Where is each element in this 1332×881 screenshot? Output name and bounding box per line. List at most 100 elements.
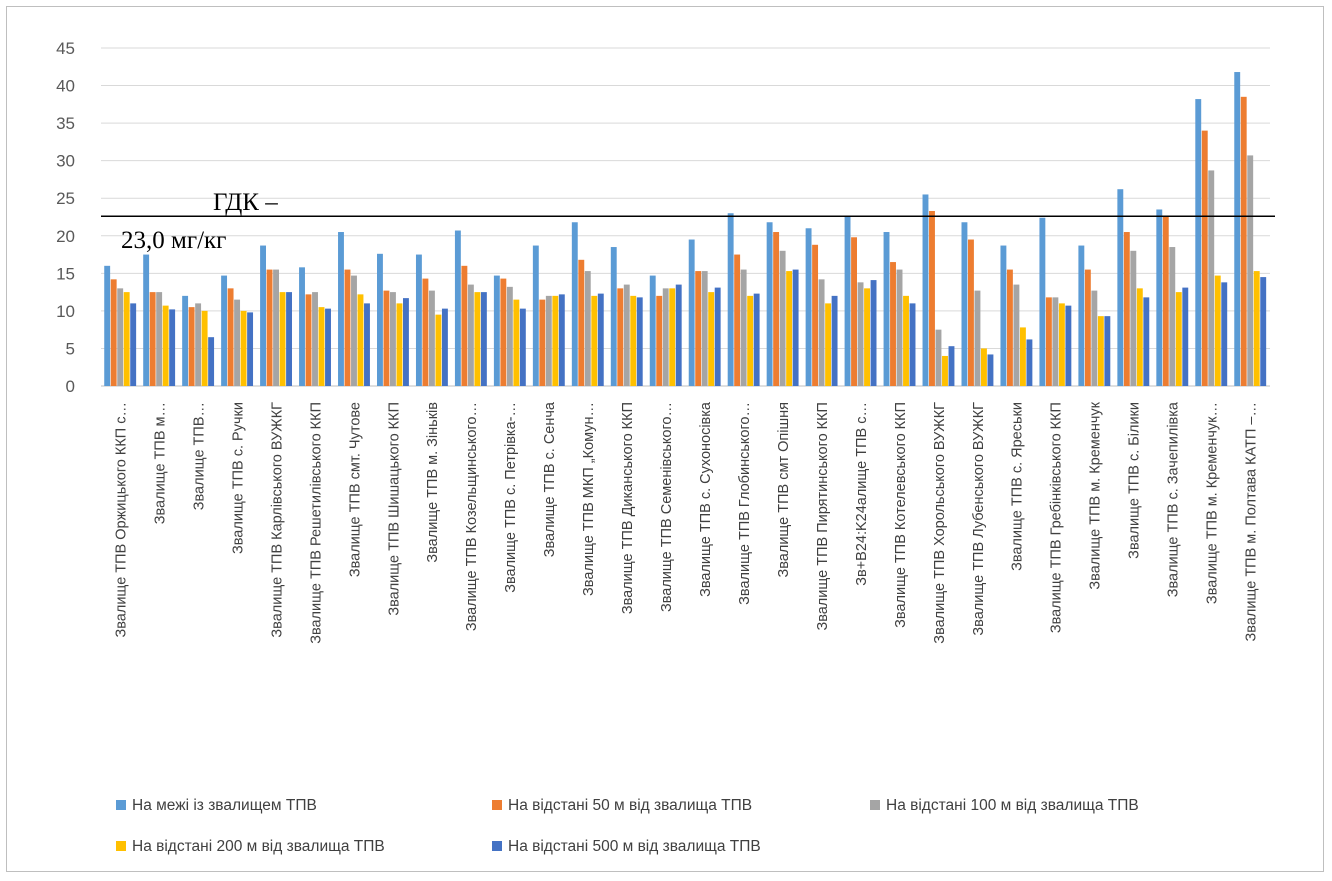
bar <box>519 308 526 386</box>
legend-swatch <box>116 800 126 810</box>
category-label: Звалище ТПВ Козельщинського… <box>464 402 480 631</box>
bar <box>156 292 163 386</box>
bar <box>1169 247 1176 386</box>
threshold-label-line1: ГДК – <box>213 189 278 216</box>
bar <box>383 290 390 386</box>
bar <box>1000 245 1007 386</box>
bar <box>987 354 994 386</box>
bar <box>305 294 312 386</box>
bar <box>1162 217 1169 386</box>
bar <box>208 337 215 386</box>
bar <box>390 292 396 386</box>
bar <box>1097 316 1104 386</box>
category-label: Звалище ТПВ МКП „Комун… <box>581 402 597 596</box>
bar <box>805 228 812 386</box>
bar <box>649 275 656 386</box>
bar <box>695 271 702 386</box>
legend-label: На відстані 50 м від звалища ТПВ <box>508 797 752 814</box>
bar <box>130 303 137 386</box>
bar <box>578 259 585 386</box>
category-label: Звалище ТПВ с. Петрівка-… <box>503 402 519 593</box>
bar <box>870 280 877 386</box>
chart-frame <box>6 6 1324 872</box>
bar <box>480 292 487 386</box>
bar <box>1247 155 1254 386</box>
bar <box>623 284 630 386</box>
bar <box>1013 284 1020 386</box>
bar <box>922 194 929 386</box>
legend-swatch <box>116 841 126 851</box>
bar <box>890 262 896 386</box>
legend-swatch <box>870 800 880 810</box>
bar <box>708 292 715 386</box>
bar <box>942 355 948 386</box>
bar <box>896 269 903 386</box>
bar <box>247 312 254 386</box>
bar <box>1058 303 1065 386</box>
category-label: Звалище ТПВ Решетилівського ККП <box>308 402 324 644</box>
bar <box>883 232 890 386</box>
category-label: Звалище ТПВ Карлівського ВУЖКГ <box>269 402 285 638</box>
bar <box>584 271 591 386</box>
category-label: Звалище ТПВ… <box>191 402 207 510</box>
category-label: Звалище ТПВ Котелевського ККП <box>893 402 909 628</box>
bar <box>961 222 968 386</box>
y-tick-label: 0 <box>66 377 75 396</box>
bar <box>500 278 507 386</box>
y-tick-label: 10 <box>56 302 75 321</box>
bar <box>1221 282 1228 386</box>
bar <box>344 269 351 386</box>
category-label: Звалище ТПВ Пирятинського ККП <box>815 402 831 631</box>
bar <box>286 292 292 386</box>
bar <box>818 279 825 386</box>
category-label: Звалище ТПВ Хорольського ВУЖКГ <box>932 402 948 644</box>
y-tick-label: 30 <box>56 152 75 171</box>
bar <box>844 217 851 386</box>
category-label: Звалище ТПВ Глобинського… <box>737 402 753 605</box>
bar <box>831 295 838 386</box>
bar <box>766 222 773 386</box>
category-label: Звалище ТПВ м. Зіньків <box>425 402 441 563</box>
bar <box>688 239 695 386</box>
bar <box>701 271 708 386</box>
category-label: Звалище ТПВ с. Зачепилівка <box>1166 401 1182 597</box>
bar <box>1091 290 1098 386</box>
bar <box>1214 275 1221 386</box>
bar <box>351 275 357 386</box>
bar <box>1201 130 1208 386</box>
bar <box>273 269 279 386</box>
bar <box>591 295 598 386</box>
bar <box>377 253 383 386</box>
bar <box>513 299 520 386</box>
bar <box>1084 269 1091 386</box>
bar <box>1052 297 1059 386</box>
legend-label: На відстані 100 м від звалища ТПВ <box>886 797 1139 814</box>
bar <box>656 295 663 386</box>
bar <box>1208 170 1215 386</box>
bar <box>123 292 130 386</box>
bar <box>909 303 916 386</box>
bar <box>935 329 942 386</box>
legend-label: На відстані 500 м від звалища ТПВ <box>508 838 761 855</box>
category-label: Звалище ТПВ Гребінківського ККП <box>1049 402 1065 633</box>
bar <box>1130 250 1137 386</box>
bar <box>864 288 870 386</box>
bar <box>1039 217 1046 386</box>
y-tick-label: 25 <box>56 189 75 208</box>
bar <box>110 279 117 386</box>
category-label: Звалище ТПВ Лубенського ВУЖКГ <box>971 402 987 636</box>
bar <box>545 295 552 386</box>
bar <box>669 288 676 386</box>
bar <box>318 307 325 386</box>
bar <box>312 292 318 386</box>
bar <box>610 247 617 386</box>
y-tick-label: 40 <box>56 77 75 96</box>
bar <box>1117 189 1124 386</box>
y-tick-label: 15 <box>56 264 75 283</box>
legend-swatch <box>492 841 502 851</box>
bar <box>753 293 760 386</box>
bar <box>714 287 721 386</box>
bar <box>454 230 461 386</box>
bar <box>1143 297 1150 386</box>
bar <box>188 307 195 386</box>
